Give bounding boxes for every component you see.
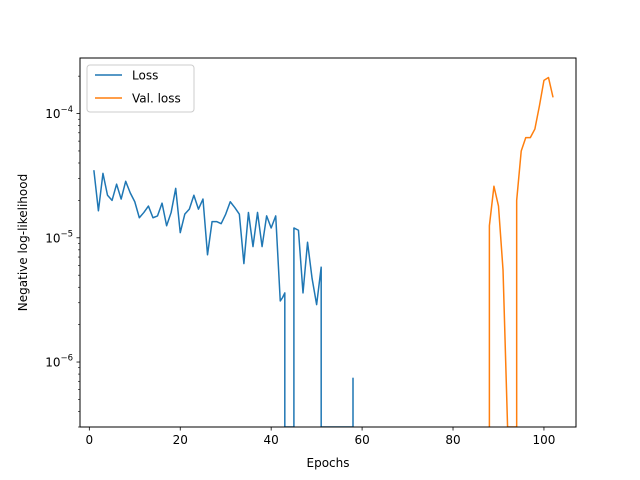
x-tick-label: 60 bbox=[354, 433, 369, 447]
x-tick-label: 40 bbox=[264, 433, 279, 447]
legend-label-val-loss: Val. loss bbox=[132, 92, 181, 106]
y-axis-label: Negative log-likelihood bbox=[16, 174, 30, 311]
x-axis-label: Epochs bbox=[307, 456, 350, 470]
x-tick-label: 0 bbox=[85, 433, 93, 447]
series-layer bbox=[93, 76, 554, 427]
series-line-val-loss bbox=[488, 76, 554, 427]
x-tick-label: 20 bbox=[173, 433, 188, 447]
x-tick-label: 100 bbox=[532, 433, 555, 447]
legend-box bbox=[86, 64, 195, 113]
plot-frame bbox=[79, 57, 577, 428]
legend-label-loss: Loss bbox=[132, 69, 158, 83]
legend: Loss Val. loss bbox=[86, 64, 195, 113]
x-axis: 0 20 40 60 80 100 bbox=[85, 427, 555, 447]
x-tick-label: 80 bbox=[445, 433, 460, 447]
series-line-loss bbox=[93, 170, 354, 427]
